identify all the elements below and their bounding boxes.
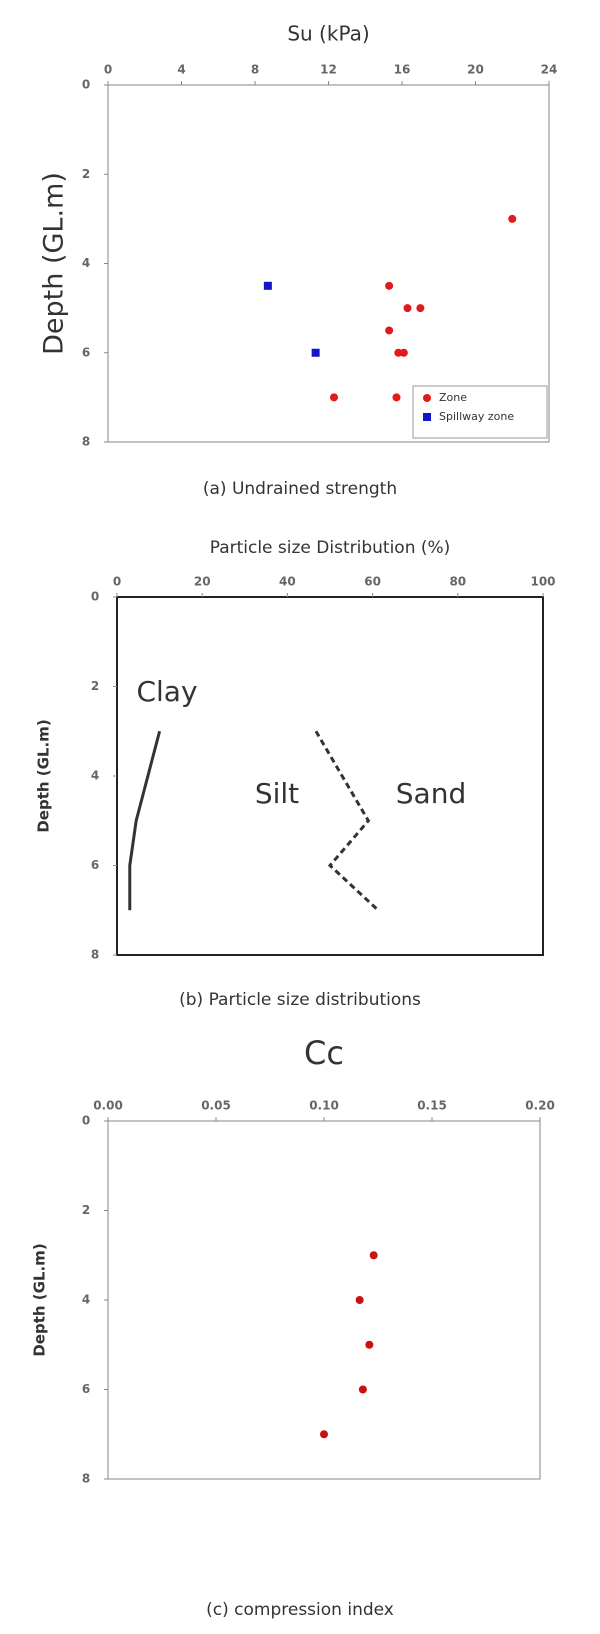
caption: (b) Particle size distributions (179, 990, 421, 1010)
legend-box (412, 385, 548, 439)
x-tick-label: 12 (320, 63, 337, 77)
y-tick-label: 4 (82, 256, 90, 270)
point (369, 1251, 378, 1260)
plot-frame (116, 596, 544, 956)
y-tick-label: 6 (91, 858, 99, 872)
point (365, 1340, 374, 1349)
y-tick-label: 0 (82, 1114, 90, 1128)
legend-swatch (423, 394, 431, 402)
legend-label: Zone (439, 391, 467, 404)
point (320, 1430, 328, 1439)
line (314, 730, 380, 912)
point (330, 393, 339, 402)
x-tick-label: 0.00 (93, 1099, 123, 1113)
y-tick-label: 8 (91, 948, 99, 962)
point (508, 214, 517, 223)
region-label: Clay (136, 675, 197, 708)
y-axis-label: Depth (GL.m) (35, 719, 53, 832)
region-label: Sand (396, 777, 466, 810)
y-tick-label: 8 (82, 435, 90, 449)
y-tick-label: 0 (91, 590, 99, 604)
x-tick-label: 4 (177, 63, 185, 77)
point (358, 1385, 367, 1394)
x-tick-label: 16 (394, 63, 411, 77)
point (311, 348, 320, 357)
line (128, 730, 162, 911)
y-tick-label: 2 (82, 167, 90, 181)
point (385, 326, 394, 335)
point (416, 304, 425, 313)
region-label: Silt (255, 777, 299, 810)
y-axis-label: Depth (GL.m) (39, 172, 70, 355)
caption: (c) compression index (206, 1600, 394, 1620)
y-tick-label: 2 (82, 1203, 90, 1217)
axis-title: Particle size Distribution (%) (210, 538, 451, 558)
y-tick-label: 0 (82, 78, 90, 92)
point (399, 348, 408, 357)
x-tick-label: 0.05 (201, 1099, 231, 1113)
x-tick-label: 24 (541, 63, 558, 77)
x-tick-label: 100 (530, 575, 555, 589)
y-tick-label: 8 (82, 1472, 90, 1486)
point (392, 393, 401, 402)
y-tick-label: 4 (82, 1293, 90, 1307)
x-tick-label: 0.15 (417, 1099, 447, 1113)
y-tick-label: 6 (82, 1382, 90, 1396)
point (394, 348, 403, 357)
axis-title: Cc (304, 1034, 344, 1072)
legend-swatch (423, 413, 431, 421)
x-tick-label: 40 (279, 575, 296, 589)
y-tick-label: 2 (91, 679, 99, 693)
x-tick-label: 8 (251, 63, 259, 77)
point (385, 281, 394, 290)
x-tick-label: 20 (467, 63, 484, 77)
plot-frame (107, 1120, 541, 1480)
y-tick-label: 6 (82, 345, 90, 359)
x-tick-label: 20 (194, 575, 211, 589)
point (355, 1296, 364, 1304)
legend-label: Spillway zone (439, 410, 514, 423)
y-axis-label: Depth (GL.m) (31, 1243, 49, 1356)
x-tick-label: 0 (104, 63, 112, 77)
x-tick-label: 60 (364, 575, 381, 589)
x-tick-label: 80 (449, 575, 466, 589)
caption: (a) Undrained strength (203, 479, 397, 499)
x-tick-label: 0.20 (525, 1099, 555, 1113)
axis-title: Su (kPa) (287, 22, 369, 46)
x-tick-label: 0.10 (309, 1099, 339, 1113)
x-tick-label: 0 (113, 575, 121, 589)
point (263, 281, 272, 290)
point (403, 304, 412, 313)
y-tick-label: 4 (91, 769, 99, 783)
